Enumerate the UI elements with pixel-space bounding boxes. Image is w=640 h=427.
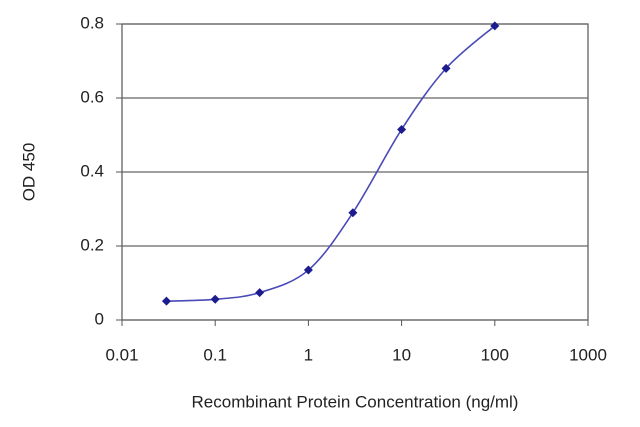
data-point: [490, 21, 500, 31]
x-tick-label: 1000: [569, 345, 607, 364]
x-axis-label: Recombinant Protein Concentration (ng/ml…: [192, 392, 519, 411]
data-point: [255, 288, 265, 298]
y-tick-label: 0.8: [80, 13, 104, 32]
data-point: [441, 63, 451, 73]
x-tick-label: 1: [304, 345, 313, 364]
y-axis-label: OD 450: [19, 143, 38, 202]
data-point: [210, 294, 220, 304]
x-tick-label: 0.01: [105, 345, 138, 364]
x-tick-label: 10: [392, 345, 411, 364]
data-point: [161, 296, 171, 306]
data-point: [348, 208, 358, 218]
x-tick-label: 0.1: [203, 345, 227, 364]
y-tick-label: 0.2: [80, 235, 104, 254]
x-tick-label: 100: [481, 345, 509, 364]
data-point: [397, 124, 407, 134]
y-tick-label: 0: [95, 309, 104, 328]
data-point: [303, 265, 313, 275]
series-line: [166, 25, 496, 302]
y-tick-label: 0.4: [80, 161, 104, 180]
y-tick-label: 0.6: [80, 87, 104, 106]
